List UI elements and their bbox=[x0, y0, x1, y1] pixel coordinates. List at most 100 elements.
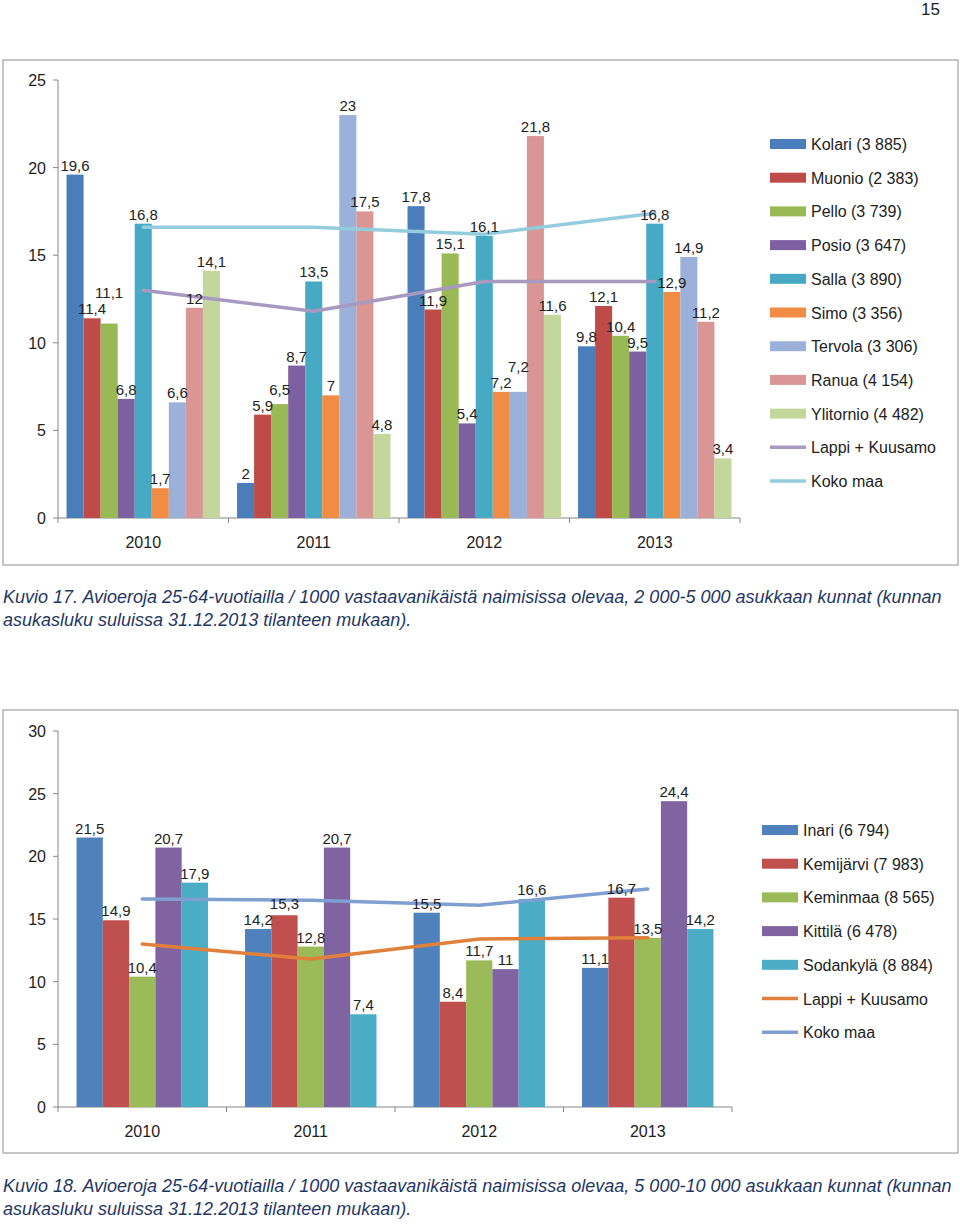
data-label: 4,8 bbox=[372, 416, 393, 433]
line bbox=[143, 213, 655, 234]
data-label: 7,4 bbox=[353, 996, 374, 1013]
legend-swatch bbox=[770, 409, 806, 419]
bar bbox=[635, 938, 661, 1107]
x-tick-label: 2013 bbox=[637, 534, 673, 551]
legend-swatch bbox=[762, 825, 798, 835]
data-label: 11,6 bbox=[538, 297, 566, 314]
legend-swatch bbox=[770, 173, 806, 183]
data-label: 20,7 bbox=[154, 830, 183, 847]
legend-label: Lappi + Kuusamo bbox=[803, 991, 928, 1008]
legend-swatch bbox=[770, 308, 806, 318]
x-tick bbox=[228, 518, 229, 523]
legend-swatch bbox=[770, 375, 806, 385]
bar bbox=[182, 883, 208, 1107]
data-label: 23 bbox=[340, 97, 357, 114]
bar bbox=[425, 310, 442, 518]
data-label: 11,7 bbox=[465, 942, 493, 959]
legend-swatch bbox=[762, 960, 798, 970]
data-label: 11,1 bbox=[581, 950, 609, 967]
legend-swatch bbox=[762, 859, 798, 869]
bar bbox=[629, 352, 646, 518]
legend-swatch bbox=[762, 926, 798, 936]
data-label: 21,5 bbox=[75, 820, 104, 837]
data-label: 12,9 bbox=[657, 274, 686, 291]
data-label: 14,1 bbox=[197, 253, 226, 270]
data-label: 14,2 bbox=[244, 911, 273, 928]
data-label: 10,4 bbox=[606, 318, 635, 335]
bar bbox=[77, 838, 103, 1107]
page: 0510152025201020112012201319,6217,89,811… bbox=[0, 0, 960, 1228]
bar bbox=[339, 115, 356, 518]
bar bbox=[271, 915, 297, 1107]
bar bbox=[103, 920, 129, 1107]
bar bbox=[373, 434, 390, 518]
bar bbox=[466, 960, 492, 1107]
data-label: 13,5 bbox=[633, 920, 662, 937]
legend-label: Muonio (2 383) bbox=[811, 170, 919, 187]
data-label: 16,6 bbox=[517, 881, 546, 898]
data-label: 2 bbox=[241, 465, 249, 482]
x-tick bbox=[226, 1107, 227, 1112]
bar bbox=[101, 324, 118, 518]
bar bbox=[408, 206, 425, 518]
y-tick bbox=[53, 1044, 58, 1045]
bar bbox=[493, 392, 510, 518]
y-tick bbox=[53, 342, 58, 343]
legend-swatch bbox=[770, 274, 806, 284]
legend-label: Inari (6 794) bbox=[803, 822, 889, 839]
bar bbox=[697, 322, 714, 518]
chart-frame bbox=[3, 60, 958, 565]
data-label: 9,8 bbox=[576, 328, 597, 345]
bar bbox=[129, 977, 155, 1107]
data-label: 13,5 bbox=[299, 263, 328, 280]
x-tick bbox=[395, 1107, 396, 1112]
data-label: 24,4 bbox=[659, 783, 688, 800]
y-tick bbox=[53, 919, 58, 920]
chart-frame bbox=[3, 710, 958, 1153]
y-tick-label: 30 bbox=[28, 723, 46, 740]
data-label: 10,4 bbox=[128, 959, 157, 976]
legend-label: Pello (3 739) bbox=[811, 203, 902, 220]
line bbox=[142, 889, 648, 905]
data-label: 8,4 bbox=[443, 984, 464, 1001]
legend-label: Keminmaa (8 565) bbox=[803, 889, 935, 906]
data-label: 14,2 bbox=[686, 911, 715, 928]
bar bbox=[612, 336, 629, 518]
data-label: 11 bbox=[498, 951, 514, 968]
chart-caption: Kuvio 18. Avioeroja 25-64-vuotiailla / 1… bbox=[3, 1175, 953, 1221]
bar bbox=[527, 136, 544, 518]
bar bbox=[714, 458, 731, 518]
bar bbox=[305, 281, 322, 518]
data-label: 11,2 bbox=[692, 304, 720, 321]
x-tick-label: 2010 bbox=[125, 534, 161, 551]
legend-label: Lappi + Kuusamo bbox=[811, 439, 936, 456]
x-tick bbox=[732, 1107, 733, 1112]
data-label: 16,7 bbox=[607, 880, 636, 897]
data-label: 12 bbox=[186, 290, 203, 307]
data-label: 9,5 bbox=[627, 334, 648, 351]
x-tick bbox=[399, 518, 400, 523]
bar bbox=[663, 292, 680, 518]
y-tick bbox=[53, 430, 58, 431]
x-tick-label: 2011 bbox=[297, 534, 332, 551]
y-tick bbox=[53, 1107, 58, 1108]
y-tick-label: 5 bbox=[37, 422, 46, 439]
bar bbox=[322, 395, 339, 518]
bar bbox=[155, 848, 181, 1107]
data-label: 12,8 bbox=[296, 929, 325, 946]
bar bbox=[582, 968, 608, 1107]
x-tick bbox=[58, 1107, 59, 1112]
data-label: 17,5 bbox=[350, 193, 379, 210]
data-label: 14,9 bbox=[101, 902, 130, 919]
data-label: 7,2 bbox=[508, 358, 529, 375]
data-label: 16,1 bbox=[470, 218, 499, 235]
page-number: 15 bbox=[880, 0, 940, 20]
data-label: 21,8 bbox=[521, 118, 550, 135]
data-label: 17,9 bbox=[180, 865, 209, 882]
y-tick-label: 25 bbox=[28, 72, 46, 89]
data-label: 5,9 bbox=[252, 397, 273, 414]
y-tick-label: 5 bbox=[37, 1036, 46, 1053]
y-tick bbox=[53, 255, 58, 256]
bar bbox=[350, 1014, 376, 1107]
data-label: 7,2 bbox=[491, 374, 512, 391]
